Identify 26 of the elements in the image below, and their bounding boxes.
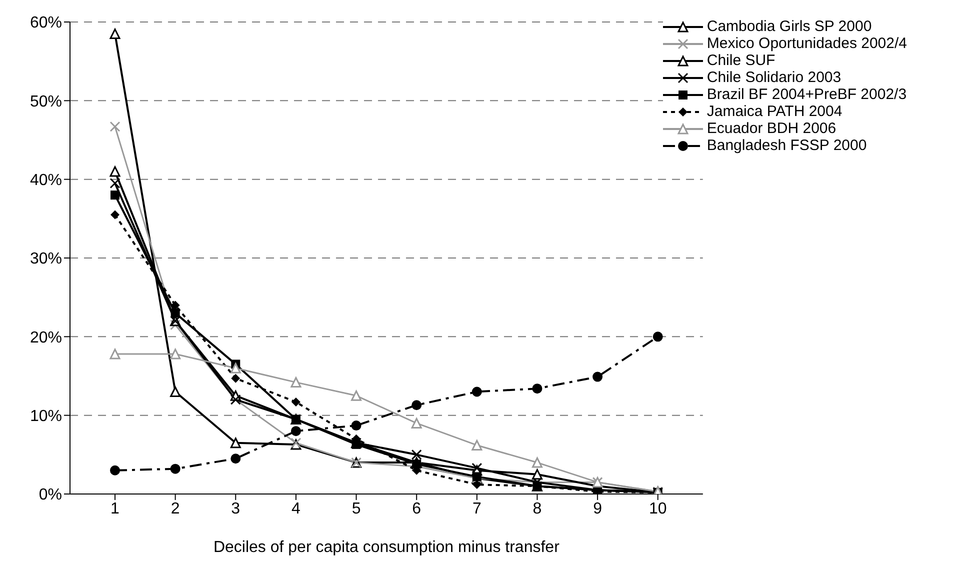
x-tick-label: 7	[472, 500, 482, 518]
legend-label: Bangladesh FSSP 2000	[706, 137, 867, 154]
y-tick-label: 0%	[38, 486, 62, 504]
y-tick-label: 30%	[30, 250, 62, 268]
y-tick-label: 10%	[30, 408, 62, 426]
y-tick-label: 60%	[30, 14, 62, 32]
x-tick-label: 5	[352, 500, 361, 518]
x-tick-label: 3	[231, 500, 240, 518]
y-tick-label: 50%	[30, 93, 62, 110]
x-tick-label: 2	[170, 500, 180, 518]
x-tick-label: 10	[648, 500, 667, 518]
x-tick-label: 9	[593, 500, 602, 518]
x-axis-title: Deciles of per capita consumption minus transfer	[213, 539, 560, 556]
legend-label: Brazil BF 2004+PreBF 2002/3	[706, 86, 907, 103]
legend-label: Chile SUF	[706, 52, 776, 69]
legend-label: Mexico Oportunidades 2002/4	[706, 35, 907, 52]
legend-label: Ecuador BDH 2006	[706, 120, 836, 137]
y-tick-label: 40%	[30, 172, 62, 190]
x-tick-label: 1	[110, 500, 120, 518]
legend-label: Jamaica PATH 2004	[706, 103, 842, 120]
x-tick-label: 8	[532, 500, 542, 518]
x-tick-label: 4	[292, 500, 300, 518]
legend-label: Cambodia Girls SP 2000	[706, 18, 872, 35]
y-tick-label: 20%	[30, 329, 62, 346]
x-tick-label: 6	[412, 500, 422, 518]
legend-label: Chile Solidario 2003	[706, 69, 842, 86]
